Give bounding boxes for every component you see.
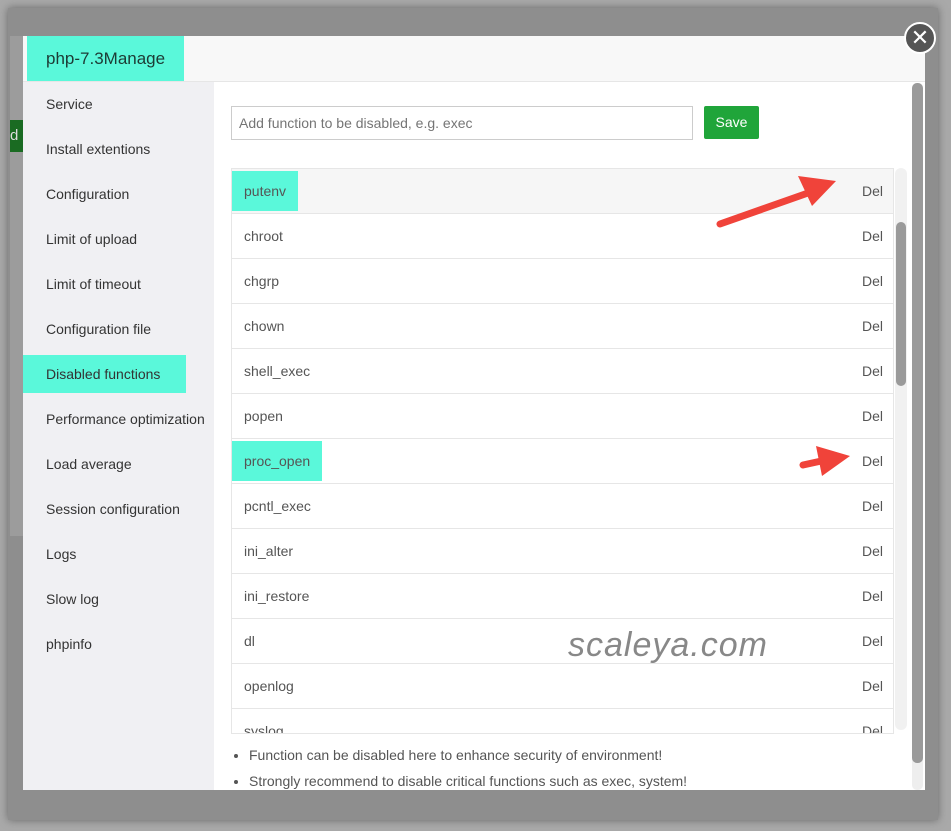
save-button[interactable]: Save bbox=[704, 106, 759, 139]
list-scroll-thumb[interactable] bbox=[896, 222, 906, 386]
function-row: shell_exec Del bbox=[232, 349, 893, 394]
sidebar-item-disabled-functions[interactable]: Disabled functions bbox=[23, 352, 214, 397]
sidebar-item-service[interactable]: Service bbox=[23, 82, 214, 127]
sidebar-item-label: Load average bbox=[46, 456, 132, 472]
function-row: chown Del bbox=[232, 304, 893, 349]
delete-link[interactable]: Del bbox=[861, 183, 883, 199]
function-name: ini_restore bbox=[244, 588, 310, 604]
function-row: putenv Del bbox=[232, 169, 893, 214]
function-row: ini_alter Del bbox=[232, 529, 893, 574]
function-name: chgrp bbox=[244, 273, 280, 289]
sidebar-item-slow-log[interactable]: Slow log bbox=[23, 577, 214, 622]
help-note: Function can be disabled here to enhance… bbox=[249, 742, 687, 768]
sidebar-item-label: Limit of upload bbox=[46, 231, 138, 247]
function-name: popen bbox=[244, 408, 283, 424]
function-name: shell_exec bbox=[244, 363, 311, 379]
sidebar-item-phpinfo[interactable]: phpinfo bbox=[23, 622, 214, 667]
sidebar-item-label: Install extentions bbox=[46, 141, 151, 157]
function-row: popen Del bbox=[232, 394, 893, 439]
delete-link[interactable]: Del bbox=[861, 453, 883, 469]
sidebar-item-performance-optimization[interactable]: Performance optimization bbox=[23, 397, 214, 442]
function-row: openlog Del bbox=[232, 664, 893, 709]
function-name: chroot bbox=[244, 228, 283, 244]
sidebar-item-label: Configuration file bbox=[46, 321, 152, 337]
red-arrow-icon bbox=[716, 176, 836, 228]
add-function-input[interactable] bbox=[231, 106, 693, 140]
function-name: dl bbox=[244, 633, 255, 649]
function-row: ini_restore Del bbox=[232, 574, 893, 619]
red-arrow-icon bbox=[799, 446, 850, 476]
close-icon[interactable]: ✕ bbox=[904, 22, 936, 54]
help-note: Strongly recommend to disable critical f… bbox=[249, 768, 687, 790]
function-name: putenv bbox=[232, 171, 299, 211]
function-row: syslog Del bbox=[232, 709, 893, 734]
sidebar-item-label: phpinfo bbox=[46, 636, 92, 652]
sidebar-item-label: Limit of timeout bbox=[46, 276, 141, 292]
delete-link[interactable]: Del bbox=[861, 318, 883, 334]
function-list: putenv Del chroot Del chgrp Del chown Del shell_… bbox=[231, 168, 894, 734]
dialog-scrollbar[interactable] bbox=[912, 83, 923, 790]
sidebar-item-label: Configuration bbox=[46, 186, 130, 202]
function-row: pcntl_exec Del bbox=[232, 484, 893, 529]
sidebar-item-session-configuration[interactable]: Session configuration bbox=[23, 487, 214, 532]
sidebar-item-label: Performance optimization bbox=[46, 411, 205, 427]
function-row: dl Del bbox=[232, 619, 893, 664]
list-scrollbar[interactable] bbox=[895, 168, 907, 730]
delete-link[interactable]: Del bbox=[861, 543, 883, 559]
dialog-header: php-7.3Manage bbox=[23, 36, 925, 82]
function-name: chown bbox=[244, 318, 285, 334]
sidebar-item-label: Logs bbox=[46, 546, 77, 562]
delete-link[interactable]: Del bbox=[861, 588, 883, 604]
function-name: syslog bbox=[244, 723, 284, 734]
function-name: proc_open bbox=[232, 441, 323, 481]
sidebar-item-limit-of-upload[interactable]: Limit of upload bbox=[23, 217, 214, 262]
help-notes: Function can be disabled here to enhance… bbox=[231, 742, 687, 790]
sidebar: Service Install extentions Configuration Li… bbox=[23, 82, 214, 790]
delete-link[interactable]: Del bbox=[861, 228, 883, 244]
sidebar-item-configuration[interactable]: Configuration bbox=[23, 172, 214, 217]
delete-link[interactable]: Del bbox=[861, 678, 883, 694]
background-button: d bbox=[10, 120, 24, 152]
function-name: ini_alter bbox=[244, 543, 294, 559]
sidebar-item-label: Slow log bbox=[46, 591, 99, 607]
sidebar-item-logs[interactable]: Logs bbox=[23, 532, 214, 577]
function-row: chgrp Del bbox=[232, 259, 893, 304]
sidebar-item-install-extentions[interactable]: Install extentions bbox=[23, 127, 214, 172]
dialog-title: php-7.3Manage bbox=[27, 36, 184, 81]
delete-link[interactable]: Del bbox=[861, 363, 883, 379]
delete-link[interactable]: Del bbox=[861, 408, 883, 424]
sidebar-item-label: Session configuration bbox=[46, 501, 180, 517]
dialog-scroll-thumb[interactable] bbox=[912, 83, 923, 763]
sidebar-item-label: Service bbox=[46, 96, 93, 112]
sidebar-item-configuration-file[interactable]: Configuration file bbox=[23, 307, 214, 352]
sidebar-item-label: Disabled functions bbox=[23, 355, 187, 393]
sidebar-item-limit-of-timeout[interactable]: Limit of timeout bbox=[23, 262, 214, 307]
function-row: chroot Del bbox=[232, 214, 893, 259]
delete-link[interactable]: Del bbox=[861, 273, 883, 289]
function-name: openlog bbox=[244, 678, 294, 694]
function-row: proc_open Del bbox=[232, 439, 893, 484]
delete-link[interactable]: Del bbox=[861, 633, 883, 649]
watermark: scaleya.com bbox=[568, 626, 768, 664]
sidebar-item-load-average[interactable]: Load average bbox=[23, 442, 214, 487]
function-name: pcntl_exec bbox=[244, 498, 311, 514]
delete-link[interactable]: Del bbox=[861, 498, 883, 514]
delete-link[interactable]: Del bbox=[861, 723, 883, 734]
